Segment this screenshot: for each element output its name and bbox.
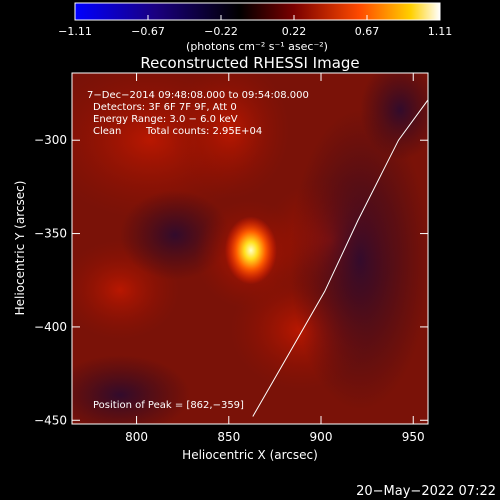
annotation-peak-position: Position of Peak = [862,−359]	[93, 400, 244, 411]
x-axis-label: Heliocentric X (arcsec)	[182, 448, 318, 462]
y-tick-label: −450	[34, 413, 67, 427]
y-axis-ticks	[72, 139, 428, 421]
flare-peak-source	[224, 216, 277, 285]
x-tick-label: 850	[217, 430, 240, 444]
x-axis-ticks	[136, 73, 414, 424]
annotation-clean: Clean	[93, 126, 121, 137]
y-axis-label: Heliocentric Y (arcsec)	[13, 181, 27, 316]
y-tick-label: −350	[34, 227, 67, 241]
x-tick-label: 950	[402, 430, 425, 444]
plot-frame	[71, 72, 429, 425]
x-tick-label: 900	[310, 430, 333, 444]
colorbar-tick-label: 0.22	[282, 25, 307, 38]
colorbar-tick-label: −0.67	[131, 25, 165, 38]
y-axis-tick-labels: −300 −350 −400 −450	[34, 133, 67, 427]
colorbar-tick-label: 1.11	[428, 25, 453, 38]
solar-limb-curve	[252, 99, 428, 417]
x-tick-label: 800	[125, 430, 148, 444]
colorbar-tick-label: 0.67	[355, 25, 380, 38]
colorbar	[74, 2, 441, 21]
colorbar-units: (photons cm⁻² s⁻¹ asec⁻²)	[186, 40, 328, 53]
footer-date: 20−May−2022 07:22	[356, 484, 496, 499]
colorbar-tick-label: −0.22	[204, 25, 238, 38]
chart-title: Reconstructed RHESSI Image	[140, 54, 359, 72]
annotation-detectors: Detectors: 3F 6F 7F 9F, Att 0	[93, 102, 237, 113]
annotation-energy: Energy Range: 3.0 − 6.0 keV	[93, 114, 238, 125]
colorbar-ticks	[74, 15, 441, 20]
colorbar-tick-labels: −1.11 −0.67 −0.22 0.22 0.67 1.11	[58, 25, 452, 38]
annotation-counts: Total counts: 2.95E+04	[145, 126, 262, 137]
heatmap-image	[72, 73, 428, 424]
y-tick-label: −300	[34, 133, 67, 147]
x-axis-tick-labels: 800 850 900 950	[125, 430, 425, 444]
y-tick-label: −400	[34, 320, 67, 334]
colorbar-tick-label: −1.11	[58, 25, 92, 38]
annotation-time-range: 7−Dec−2014 09:48:08.000 to 09:54:08.000	[87, 90, 309, 101]
